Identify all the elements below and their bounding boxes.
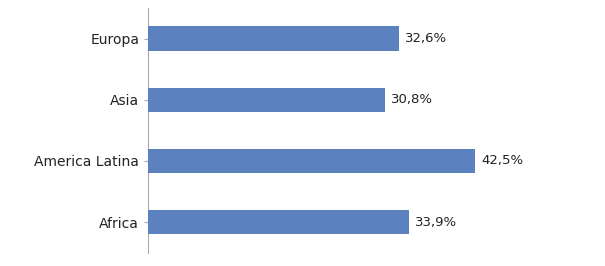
Text: 33,9%: 33,9%: [415, 216, 457, 228]
Text: 30,8%: 30,8%: [391, 93, 433, 106]
Bar: [148, 88, 385, 112]
Text: 42,5%: 42,5%: [481, 155, 523, 167]
Text: 32,6%: 32,6%: [405, 32, 447, 45]
Bar: [148, 26, 399, 51]
Bar: [148, 149, 475, 173]
Bar: [148, 210, 409, 234]
